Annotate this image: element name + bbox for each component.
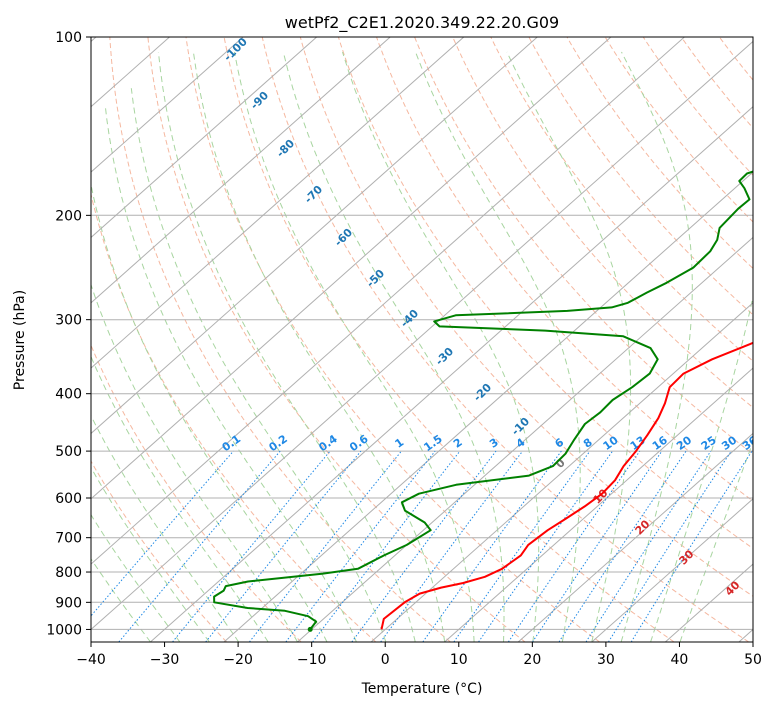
y-axis-label: Pressure (hPa) bbox=[12, 290, 28, 390]
y-tick-label: 600 bbox=[55, 491, 82, 507]
x-axis-label: Temperature (°C) bbox=[361, 681, 483, 697]
x-tick-label: 10 bbox=[450, 652, 468, 668]
x-tick-label: −10 bbox=[297, 652, 327, 668]
x-tick-label: −30 bbox=[150, 652, 180, 668]
y-tick-label: 300 bbox=[55, 313, 82, 329]
dewpoint-surface-marker bbox=[308, 627, 313, 632]
y-tick-label: 100 bbox=[55, 30, 82, 46]
x-tick-label: 20 bbox=[523, 652, 541, 668]
x-tick-label: 30 bbox=[597, 652, 615, 668]
x-tick-label: 0 bbox=[381, 652, 390, 668]
x-tick-label: −40 bbox=[76, 652, 106, 668]
y-tick-label: 200 bbox=[55, 208, 82, 224]
y-tick-label: 800 bbox=[55, 565, 82, 581]
y-tick-label: 700 bbox=[55, 531, 82, 547]
y-tick-label: 400 bbox=[55, 387, 82, 403]
y-tick-label: 500 bbox=[55, 444, 82, 460]
x-tick-label: 40 bbox=[671, 652, 689, 668]
x-tick-label: −20 bbox=[223, 652, 253, 668]
x-tick-label: 50 bbox=[744, 652, 762, 668]
chart-title: wetPf2_C2E1.2020.349.22.20.G09 bbox=[285, 13, 559, 33]
y-tick-label: 900 bbox=[55, 595, 82, 611]
y-tick-label: 1000 bbox=[46, 622, 82, 638]
